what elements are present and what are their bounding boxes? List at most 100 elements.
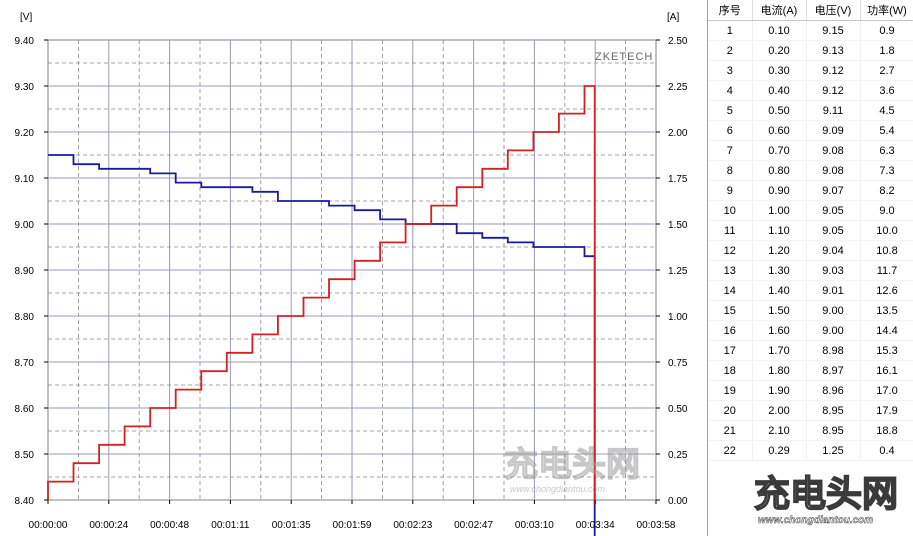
table-row[interactable]: 18 1.80 8.97 16.1 xyxy=(708,360,913,381)
x-tick-label: 00:00:00 xyxy=(29,520,68,531)
table-row[interactable]: 9 0.90 9.07 8.2 xyxy=(708,180,913,201)
table-row[interactable]: 1 0.10 9.15 0.9 xyxy=(708,20,913,41)
cell-current: 1.50 xyxy=(752,300,807,321)
table-row[interactable]: 22 0.29 1.25 0.4 xyxy=(708,440,913,461)
chart: 9.40 9.30 9.20 9.10 9.00 8.90 8.80 8.70 8.60 8.50… xyxy=(15,12,688,536)
cell-power: 11.7 xyxy=(860,260,913,281)
cell-power: 3.6 xyxy=(860,80,913,101)
current-series-line xyxy=(47,85,596,504)
table-row[interactable]: 3 0.30 9.12 2.7 xyxy=(708,60,913,81)
cell-power: 13.5 xyxy=(860,300,913,321)
cell-current: 0.40 xyxy=(752,80,807,101)
header-index[interactable]: 序号 xyxy=(708,0,753,21)
table-row[interactable]: 21 2.10 8.95 18.8 xyxy=(708,420,913,441)
cell-index: 6 xyxy=(708,120,753,141)
y-left-tick-label: 9.10 xyxy=(15,174,35,185)
cell-index: 19 xyxy=(708,380,753,401)
left-axis-unit: [V] xyxy=(20,12,32,23)
cell-current: 0.60 xyxy=(752,120,807,141)
cell-index: 3 xyxy=(708,60,753,81)
table-row[interactable]: 19 1.90 8.96 17.0 xyxy=(708,380,913,401)
table-row[interactable]: 7 0.70 9.08 6.3 xyxy=(708,140,913,161)
cell-voltage: 1.25 xyxy=(806,440,861,461)
header-voltage[interactable]: 电压(V) xyxy=(806,0,861,21)
table-row[interactable]: 8 0.80 9.08 7.3 xyxy=(708,160,913,181)
voltage-series-line xyxy=(48,154,596,536)
x-tick-label: 00:03:10 xyxy=(515,520,554,531)
cell-voltage: 9.01 xyxy=(806,280,861,301)
brand-label: ZKETECH xyxy=(595,51,653,63)
y-right-tick-label: 1.00 xyxy=(668,312,688,323)
x-tick-label: 00:03:34 xyxy=(576,520,615,531)
cell-current: 1.00 xyxy=(752,200,807,221)
cell-power: 15.3 xyxy=(860,340,913,361)
cell-voltage: 9.05 xyxy=(806,200,861,221)
cell-voltage: 8.98 xyxy=(806,340,861,361)
x-tick-label: 00:02:47 xyxy=(454,520,493,531)
cell-voltage: 9.13 xyxy=(806,40,861,61)
cell-power: 1.8 xyxy=(860,40,913,61)
cell-voltage: 9.03 xyxy=(806,260,861,281)
y-right-tick-label: 0.50 xyxy=(668,404,688,415)
table-row[interactable]: 13 1.30 9.03 11.7 xyxy=(708,260,913,281)
cell-current: 0.29 xyxy=(752,440,807,461)
watermark-url-text: www.chongdiantou.com xyxy=(510,484,606,494)
table-row[interactable]: 6 0.60 9.09 5.4 xyxy=(708,120,913,141)
cell-current: 1.90 xyxy=(752,380,807,401)
y-right-tick-label: 0.75 xyxy=(668,358,688,369)
cell-voltage: 9.08 xyxy=(806,140,861,161)
table-row[interactable]: 17 1.70 8.98 15.3 xyxy=(708,340,913,361)
y-left-tick-label: 9.30 xyxy=(15,82,35,93)
data-table: 序号 电流(A) 电压(V) 功率(W) 1 0.10 9.15 0.9 2 0.20 9.… xyxy=(708,0,913,461)
y-left-tick-label: 8.50 xyxy=(15,450,35,461)
cell-current: 0.50 xyxy=(752,100,807,121)
cell-current: 0.70 xyxy=(752,140,807,161)
y-right-tick-label: 0.25 xyxy=(668,450,688,461)
table-row[interactable]: 14 1.40 9.01 12.6 xyxy=(708,280,913,301)
table-row[interactable]: 5 0.50 9.11 4.5 xyxy=(708,100,913,121)
y-left-tick-label: 8.70 xyxy=(15,358,35,369)
cell-voltage: 9.04 xyxy=(806,240,861,261)
cell-index: 7 xyxy=(708,140,753,161)
table-header-row: 序号 电流(A) 电压(V) 功率(W) xyxy=(708,0,913,21)
watermark-logo-text: 充电头网 xyxy=(754,474,898,515)
data-table-panel: 序号 电流(A) 电压(V) 功率(W) 1 0.10 9.15 0.9 2 0.20 9.… xyxy=(707,0,913,536)
cell-index: 2 xyxy=(708,40,753,61)
cell-current: 1.20 xyxy=(752,240,807,261)
watermark-url-text: www.chongdiantou.com xyxy=(758,515,873,526)
cell-voltage: 9.00 xyxy=(806,320,861,341)
cell-power: 16.1 xyxy=(860,360,913,381)
cell-voltage: 9.07 xyxy=(806,180,861,201)
table-row[interactable]: 15 1.50 9.00 13.5 xyxy=(708,300,913,321)
table-row[interactable]: 10 1.00 9.05 9.0 xyxy=(708,200,913,221)
cell-index: 5 xyxy=(708,100,753,121)
cell-current: 0.20 xyxy=(752,40,807,61)
cell-current: 2.00 xyxy=(752,400,807,421)
table-row[interactable]: 20 2.00 8.95 17.9 xyxy=(708,400,913,421)
cell-current: 0.90 xyxy=(752,180,807,201)
table-row[interactable]: 16 1.60 9.00 14.4 xyxy=(708,320,913,341)
cell-power: 0.4 xyxy=(860,440,913,461)
table-row[interactable]: 4 0.40 9.12 3.6 xyxy=(708,80,913,101)
cell-power: 9.0 xyxy=(860,200,913,221)
y-left-tick-label: 9.40 xyxy=(15,36,35,47)
cell-power: 17.9 xyxy=(860,400,913,421)
header-current[interactable]: 电流(A) xyxy=(752,0,807,21)
cell-voltage: 8.96 xyxy=(806,380,861,401)
cell-power: 17.0 xyxy=(860,380,913,401)
cell-power: 4.5 xyxy=(860,100,913,121)
x-tick-label: 00:01:35 xyxy=(272,520,311,531)
cell-current: 0.10 xyxy=(752,20,807,41)
cell-current: 2.10 xyxy=(752,420,807,441)
watermark-logo-chart: 充电头网 www.chongdiantou.com xyxy=(503,444,640,494)
cell-power: 7.3 xyxy=(860,160,913,181)
cell-power: 8.2 xyxy=(860,180,913,201)
x-tick-label: 00:01:59 xyxy=(333,520,372,531)
table-row[interactable]: 2 0.20 9.13 1.8 xyxy=(708,40,913,61)
series-group xyxy=(47,85,596,536)
cell-index: 11 xyxy=(708,220,753,241)
table-row[interactable]: 12 1.20 9.04 10.8 xyxy=(708,240,913,261)
header-power[interactable]: 功率(W) xyxy=(860,0,913,21)
table-row[interactable]: 11 1.10 9.05 10.0 xyxy=(708,220,913,241)
cell-index: 13 xyxy=(708,260,753,281)
